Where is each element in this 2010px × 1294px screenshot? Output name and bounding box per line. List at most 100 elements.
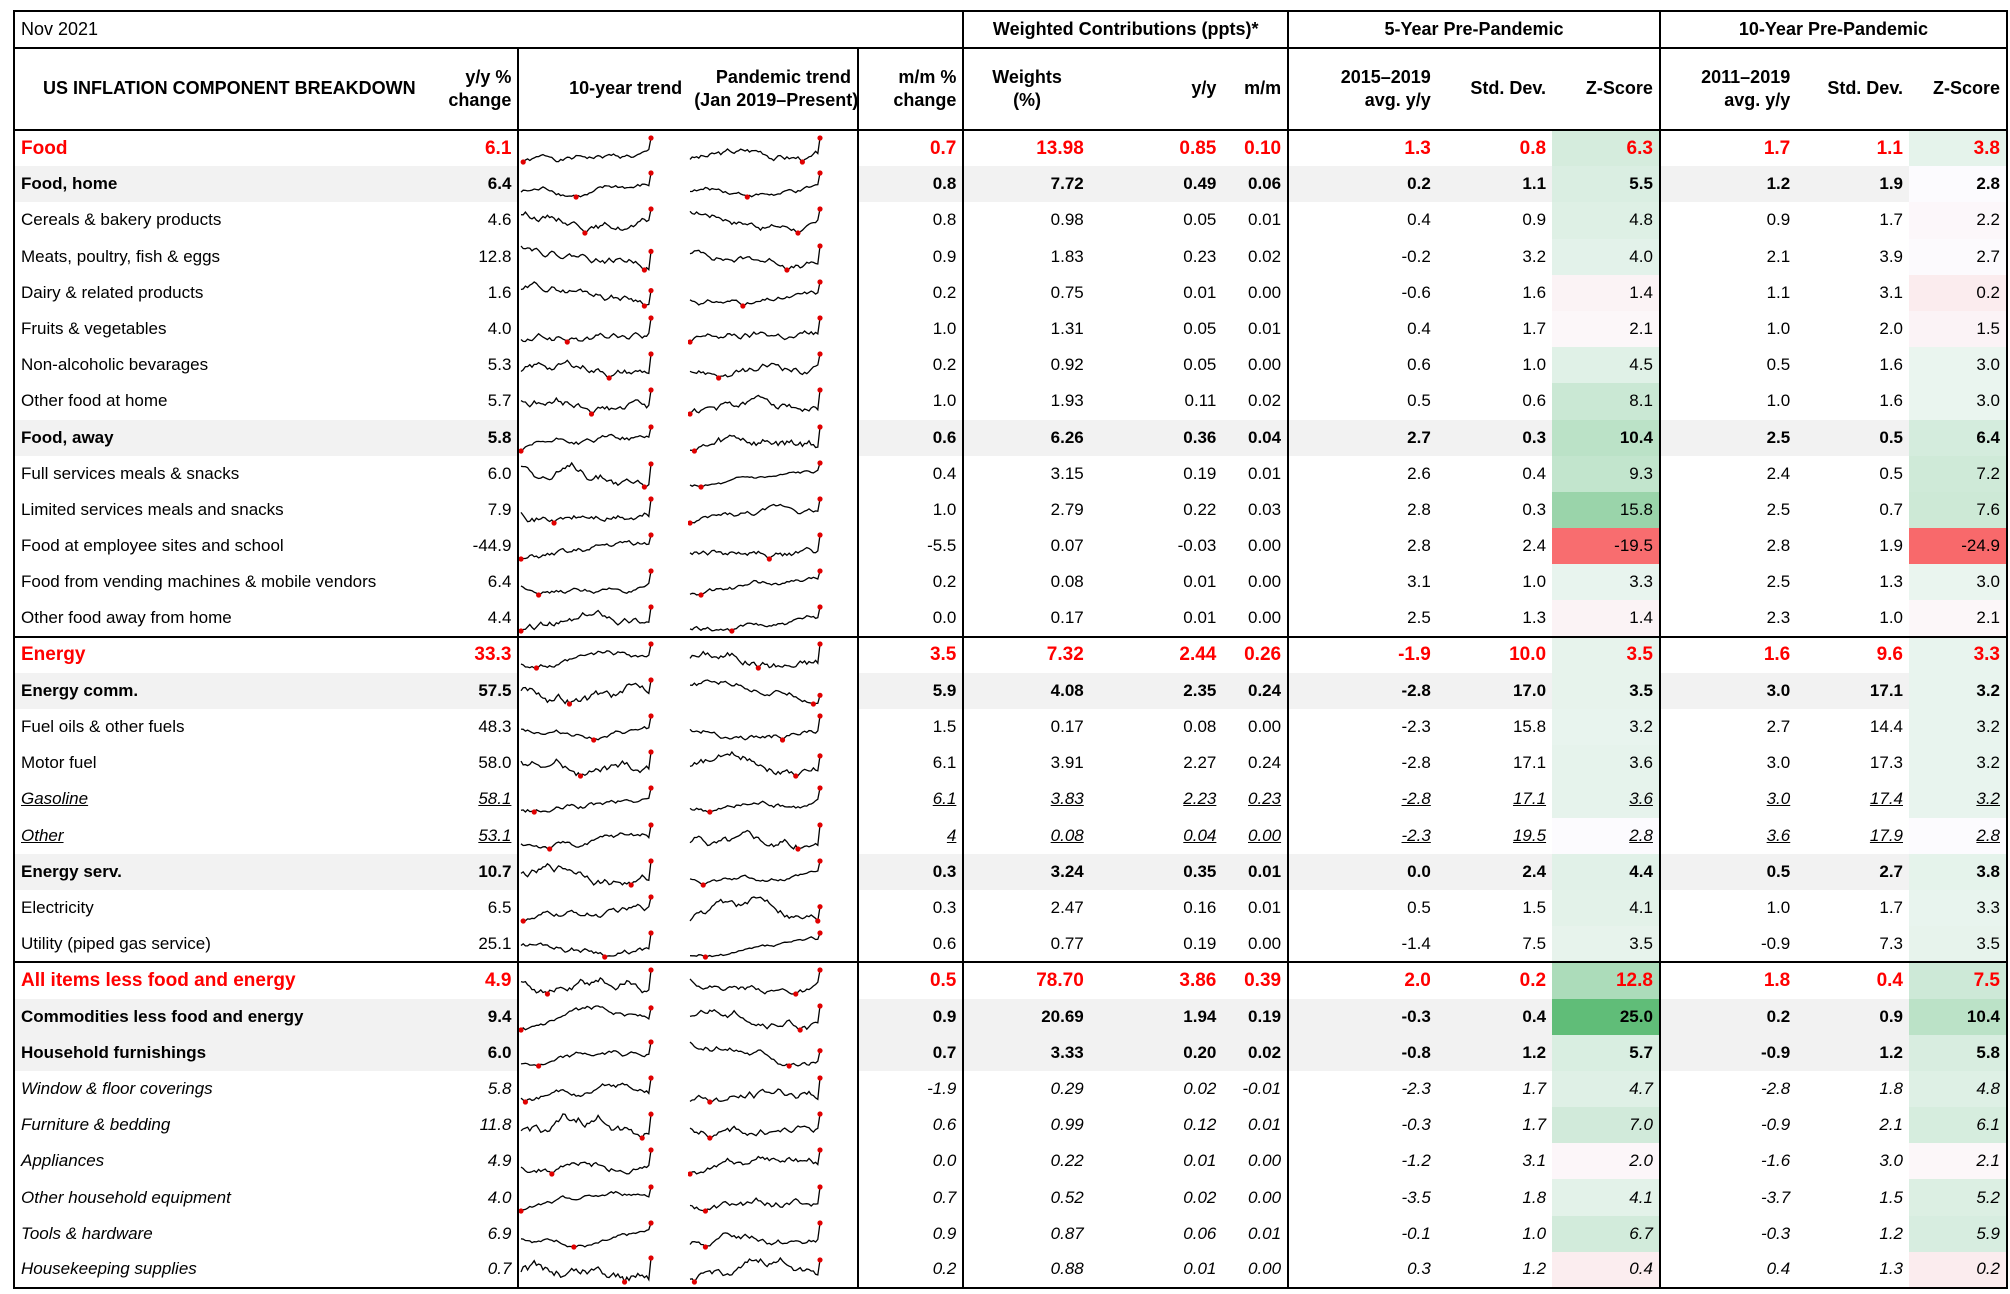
- mm-change: 0.5: [857, 961, 965, 999]
- zscore-5yr: 3.5: [1552, 635, 1661, 673]
- contribution-yy: 0.05: [1183, 319, 1217, 339]
- sparkline-path: [521, 860, 653, 886]
- table-row: Energy 33.3 3.5 7.32 2.44 0.26 -1.9 10.0 3.5 1.6 9…: [12, 635, 2008, 673]
- weight: 7.72: [963, 166, 1090, 203]
- sparkline: [689, 896, 823, 924]
- zscore-10yr: 3.2: [1909, 745, 2008, 782]
- pandemic-trend-sparkline: [688, 130, 859, 167]
- yy-change: 11.8: [435, 1107, 520, 1144]
- avg-5yr: 0.4: [1407, 210, 1431, 230]
- mm-change: 1.5: [857, 709, 965, 746]
- zscore-5yr: 4.5: [1552, 347, 1661, 384]
- sparkline-marker: [817, 785, 823, 792]
- sparkline-marker: [520, 1026, 525, 1033]
- sparkline: [689, 751, 823, 779]
- sd-5yr: 0.2: [1436, 961, 1553, 999]
- yy-change: 6.1: [435, 130, 520, 167]
- sparkline-path: [520, 173, 653, 199]
- mm-change: 0.2: [857, 347, 965, 384]
- sparkline: [521, 568, 655, 598]
- avg-5yr: -2.3: [1401, 1078, 1431, 1098]
- mm-change: -5.5: [857, 528, 965, 565]
- sparkline-marker: [648, 568, 655, 574]
- inflation-breakdown-table: Nov 2021 Weighted Contributions (ppts)* …: [12, 10, 2009, 1290]
- zscore-5yr: 3.2: [1552, 709, 1661, 746]
- mm-change: 0.3: [857, 889, 965, 927]
- sparkline: [689, 604, 823, 634]
- zscore-10yr: 2.1: [1909, 600, 2008, 637]
- ten-year-trend-sparkline: [517, 1034, 689, 1071]
- pandemic-trend-sparkline: [688, 1251, 859, 1290]
- contribution-yy: 0.01: [1183, 572, 1217, 592]
- contribution-yy: 0.19: [1183, 933, 1217, 953]
- ten-year-trend-sparkline: [517, 1251, 689, 1290]
- avg-10yr: 1.0: [1766, 898, 1791, 918]
- sparkline-marker: [744, 194, 751, 200]
- sparkline-marker: [817, 279, 823, 285]
- sd-10yr: 17.4: [1869, 789, 1903, 809]
- sparkline: [688, 1147, 823, 1177]
- sparkline-path: [521, 354, 653, 380]
- sparkline-path: [689, 644, 821, 670]
- contribution-mm: 0.02: [1222, 238, 1290, 275]
- name: Electricity: [12, 889, 436, 927]
- weight: 0.08: [1050, 825, 1084, 845]
- avg-10yr: 2.5: [1659, 419, 1797, 456]
- zscore-5yr: 25.0: [1552, 998, 1661, 1035]
- contribution-mm: 0.24: [1222, 745, 1290, 782]
- sd-10yr: 1.3: [1879, 572, 1903, 592]
- sparkline-marker: [648, 134, 655, 141]
- table-row: Fruits & vegetables 4.0 1.0 1.31 0.05 0.01 0.4…: [12, 310, 2008, 348]
- weight: 0.87: [1050, 1223, 1084, 1243]
- weight: 1.93: [1050, 391, 1084, 411]
- ten-year-trend-sparkline: [517, 1143, 689, 1180]
- sparkline-path: [690, 426, 821, 452]
- zscore-5yr: 1.4: [1552, 600, 1661, 637]
- avg-10yr: -1.6: [1760, 1151, 1791, 1171]
- zscore-10yr: 5.8: [1909, 1034, 2008, 1071]
- sparkline: [688, 387, 823, 418]
- zscore-5yr: 4.4: [1552, 853, 1661, 890]
- table-row: Other household equipment 4.0 0.7 0.52 0.02 0…: [12, 1179, 2008, 1216]
- sparkline: [690, 1257, 823, 1286]
- avg-10yr: -3.7: [1760, 1187, 1791, 1207]
- contribution-yy: 0.05: [1183, 210, 1217, 230]
- yy-change: 57.5: [435, 672, 520, 709]
- sd-10yr: 1.7: [1879, 210, 1903, 230]
- sd-10yr: 1.6: [1879, 355, 1903, 375]
- contribution-yy: 0.11: [1184, 391, 1217, 411]
- avg-5yr: -0.6: [1401, 282, 1431, 302]
- mm-change: 0.2: [857, 564, 965, 601]
- sd-5yr: 15.8: [1512, 717, 1547, 737]
- weight: 6.26: [963, 419, 1090, 456]
- sparkline-marker: [810, 701, 817, 707]
- ten-year-trend-sparkline: [517, 961, 689, 999]
- sd-10yr: 1.0: [1879, 608, 1903, 628]
- contribution-mm: 0.01: [1222, 310, 1290, 348]
- weight: 1.83: [1050, 246, 1084, 266]
- mm-change: 0.7: [857, 130, 965, 167]
- yy-change: 9.4: [435, 998, 520, 1035]
- weight: 0.29: [1050, 1078, 1084, 1098]
- avg-10yr: 1.7: [1763, 137, 1791, 159]
- zscore-10yr: 3.0: [1909, 383, 2008, 420]
- ten-year-trend-sparkline: [517, 1179, 689, 1216]
- sparkline-path: [521, 788, 653, 814]
- sparkline-path: [521, 644, 653, 669]
- table-row: Gasoline 58.1 6.1 3.83 2.23 0.23 -2.8 17.1 3.6 3.…: [12, 781, 2008, 818]
- sparkline-marker: [817, 1257, 823, 1263]
- table-row: Household furnishings 6.0 0.7 3.33 0.20 0.02-…: [12, 1034, 2008, 1071]
- contribution-mm: 0.00: [1222, 709, 1290, 746]
- zscore-5yr: 3.5: [1552, 926, 1661, 963]
- contribution-mm: 0.00: [1222, 528, 1290, 565]
- weight: 7.32: [963, 635, 1090, 673]
- sd-5yr: 17.1: [1512, 789, 1547, 809]
- sparkline-marker: [698, 592, 704, 598]
- avg-10yr: 1.1: [1766, 282, 1791, 302]
- sparkline: [520, 1075, 655, 1105]
- sparkline-path: [690, 860, 821, 886]
- inflation-table-container: Nov 2021 Weighted Contributions (ppts)* …: [12, 10, 2009, 1290]
- zscore-10yr: 3.8: [1909, 130, 2008, 167]
- contribution-yy: 0.36: [1089, 419, 1223, 456]
- name: Meats, poultry, fish & eggs: [12, 238, 436, 275]
